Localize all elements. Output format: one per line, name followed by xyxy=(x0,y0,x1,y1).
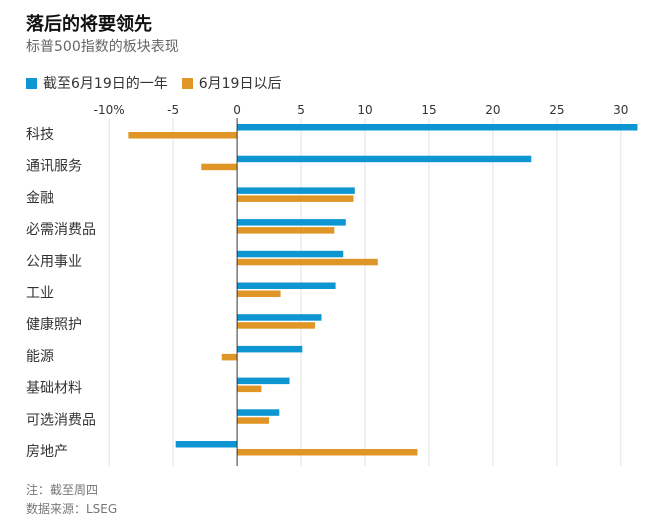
chart-notes: 注：截至周四 数据来源：LSEG xyxy=(26,481,117,519)
legend-label-series-2: 6月19日以后 xyxy=(198,76,282,92)
source-text: 数据来源：LSEG xyxy=(26,502,118,516)
bar-series-1 xyxy=(237,219,346,226)
bar-series-2 xyxy=(237,417,270,424)
category-label: 工业 xyxy=(26,286,54,302)
x-tick-label: 20 xyxy=(485,103,500,117)
bar-series-1 xyxy=(237,155,532,163)
category-label: 健康照护 xyxy=(26,316,82,333)
category-label: 基础材料 xyxy=(26,380,82,397)
chart-title: 落后的将要领先 xyxy=(26,14,152,35)
legend: 截至6月19日的一年 6月19日以后 xyxy=(26,73,295,93)
x-tick-label: 0 xyxy=(233,103,241,117)
legend-item-series-2: 6月19日以后 xyxy=(181,73,282,93)
bar-series-2 xyxy=(237,195,354,202)
note-text: 注：截至周四 xyxy=(26,483,99,497)
bar-series-1 xyxy=(237,377,290,385)
bar-series-2 xyxy=(201,163,238,171)
bar-series-1 xyxy=(237,250,344,258)
bar-series-1 xyxy=(237,345,303,353)
bar-series-2 xyxy=(237,290,281,297)
category-label: 必需消费品 xyxy=(26,222,96,238)
bar-series-1 xyxy=(175,441,238,448)
legend-item-series-1: 截至6月19日的一年 xyxy=(26,73,168,93)
bar-series-2 xyxy=(128,132,238,139)
category-label: 通讯服务 xyxy=(26,159,82,175)
bar-series-2 xyxy=(237,258,378,266)
bar-series-1 xyxy=(237,187,355,194)
bar-series-1 xyxy=(237,124,638,131)
bar-series-2 xyxy=(237,322,316,329)
legend-swatch-series-1 xyxy=(26,77,37,89)
category-label: 公用事业 xyxy=(26,254,82,270)
legend-swatch-series-2 xyxy=(181,77,193,89)
bar-series-2 xyxy=(237,385,262,393)
chart-subtitle: 标普500指数的板块表现 xyxy=(26,39,179,55)
bar-series-2 xyxy=(237,449,418,456)
bar-series-2 xyxy=(221,353,238,361)
x-tick-label: 5 xyxy=(297,103,305,117)
x-tick-label: 25 xyxy=(549,103,564,117)
x-tick-label: -10% xyxy=(94,103,125,117)
x-tick-label: 15 xyxy=(421,103,436,117)
bar-series-1 xyxy=(237,314,322,321)
x-tick-label: 30 xyxy=(613,103,628,117)
bar-series-1 xyxy=(237,409,280,416)
category-label: 能源 xyxy=(26,349,54,365)
bar-series-2 xyxy=(237,227,335,234)
category-label: 房地产 xyxy=(26,444,68,460)
bar-series-1 xyxy=(237,282,336,289)
category-label: 金融 xyxy=(26,190,54,206)
legend-label-series-1: 截至6月19日的一年 xyxy=(43,76,168,92)
category-label: 科技 xyxy=(26,127,54,143)
x-tick-label: -5 xyxy=(167,103,179,117)
x-tick-label: 10 xyxy=(357,103,372,117)
category-label: 可选消费品 xyxy=(26,412,96,428)
